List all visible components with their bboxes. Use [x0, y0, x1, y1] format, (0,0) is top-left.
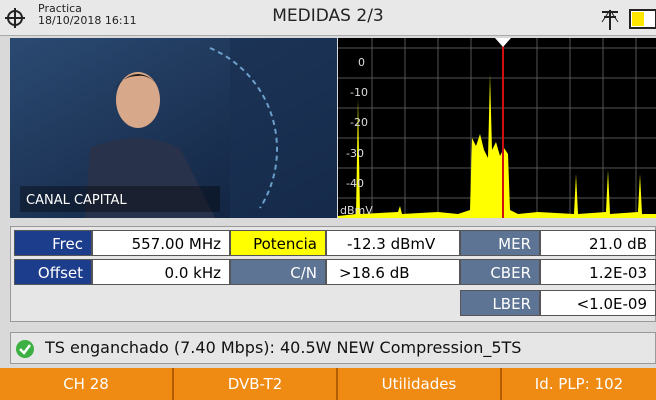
value-frec: 557.00 MHz: [92, 230, 230, 256]
y-unit: dBmV: [340, 204, 373, 217]
label-cn: C/N: [230, 259, 326, 285]
spectrum-display: 0 -10 -20 -30 -40 dBmV: [338, 38, 656, 218]
channel-name: CANAL CAPITAL: [26, 193, 127, 208]
label-cber: CBER: [460, 259, 540, 285]
value-cn: >18.6 dB: [326, 259, 460, 285]
value-potencia: -12.3 dBmV: [326, 230, 460, 256]
screen-title: MEDIDAS 2/3: [272, 6, 384, 26]
button-standard[interactable]: DVB-T2: [174, 368, 338, 400]
y-tick-label: 0: [358, 56, 365, 69]
header-bar: Practica 18/10/2018 16:11 MEDIDAS 2/3: [0, 0, 656, 36]
label-mer: MER: [460, 230, 540, 256]
button-utilities[interactable]: Utilidades: [338, 368, 502, 400]
gps-icon: [5, 8, 25, 28]
status-bar: TS enganchado (7.40 Mbps): 40.5W NEW Com…: [10, 332, 656, 364]
status-text: TS enganchado (7.40 Mbps): 40.5W NEW Com…: [45, 338, 522, 357]
value-cber: 1.2E-03: [540, 259, 656, 285]
value-mer: 21.0 dB: [540, 230, 656, 256]
datetime: 18/10/2018 16:11: [38, 14, 137, 27]
status-icons: [601, 9, 656, 30]
y-tick-label: -30: [346, 147, 364, 160]
label-offset: Offset: [14, 259, 92, 285]
y-tick-label: -40: [346, 177, 364, 190]
label-frec: Frec: [14, 230, 92, 256]
value-lber: <1.0E-09: [540, 290, 656, 316]
y-tick-label: -10: [350, 86, 368, 99]
lock-icon: [16, 340, 34, 358]
location: Practica: [38, 2, 82, 15]
value-offset: 0.0 kHz: [92, 259, 230, 285]
video-preview: CANAL CAPITAL: [10, 38, 337, 218]
label-potencia: Potencia: [230, 230, 326, 256]
button-channel[interactable]: CH 28: [0, 368, 174, 400]
label-lber: LBER: [460, 290, 540, 316]
y-tick-label: -20: [350, 116, 368, 129]
button-plp[interactable]: Id. PLP: 102: [502, 368, 656, 400]
